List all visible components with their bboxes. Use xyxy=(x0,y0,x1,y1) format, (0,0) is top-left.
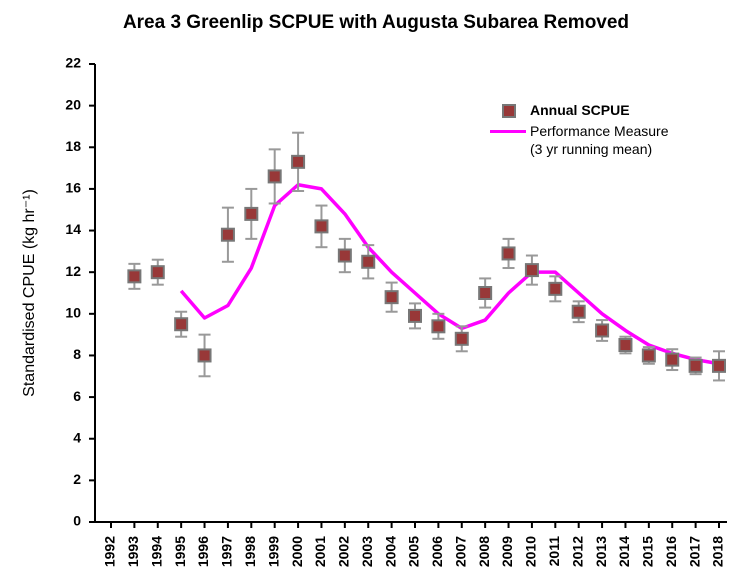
marker xyxy=(174,317,189,332)
marker xyxy=(197,348,212,363)
y-tick-label: 14 xyxy=(65,221,81,237)
x-tick-label: 2013 xyxy=(593,536,609,567)
marker xyxy=(127,269,142,284)
marker xyxy=(267,169,282,184)
marker xyxy=(641,348,656,363)
marker xyxy=(548,281,563,296)
x-tick-label: 2000 xyxy=(289,536,305,567)
x-tick-label: 2017 xyxy=(686,536,702,567)
marker xyxy=(571,304,586,319)
x-tick-label: 2010 xyxy=(523,536,539,567)
y-tick-label: 10 xyxy=(65,305,81,321)
marker xyxy=(384,290,399,305)
x-tick-label: 1998 xyxy=(242,536,258,567)
x-tick-label: 1996 xyxy=(195,536,211,567)
x-tick-label: 2007 xyxy=(452,536,468,567)
x-tick-label: 2011 xyxy=(546,536,562,567)
marker xyxy=(314,219,329,234)
marker xyxy=(712,358,726,373)
marker xyxy=(431,319,446,334)
marker xyxy=(220,227,235,242)
legend-label: Performance Measure (3 yr running mean) xyxy=(530,123,669,157)
legend-line xyxy=(490,130,526,133)
x-tick-label: 1995 xyxy=(172,536,188,567)
x-tick-label: 2012 xyxy=(569,536,585,567)
marker xyxy=(337,248,352,263)
x-tick-label: 1994 xyxy=(148,536,164,567)
marker xyxy=(361,254,376,269)
marker xyxy=(501,246,516,261)
y-tick-label: 20 xyxy=(65,96,81,112)
x-tick-label: 1993 xyxy=(125,536,141,567)
marker xyxy=(688,358,703,373)
marker xyxy=(618,338,633,353)
marker xyxy=(244,206,259,221)
y-tick-label: 22 xyxy=(65,55,81,71)
x-tick-label: 2002 xyxy=(336,536,352,567)
y-tick-label: 4 xyxy=(73,429,81,445)
x-tick-label: 1997 xyxy=(219,536,235,567)
x-tick-label: 2015 xyxy=(640,536,656,567)
marker xyxy=(408,308,422,323)
y-tick-label: 18 xyxy=(65,138,81,154)
legend-item: Performance Measure (3 yr running mean) xyxy=(488,122,669,158)
y-tick-label: 8 xyxy=(73,346,81,362)
pm-line xyxy=(179,182,720,366)
y-axis-label: Standardised CPUE (kg hr⁻¹) xyxy=(21,189,38,397)
y-tick-label: 16 xyxy=(65,180,81,196)
marker xyxy=(665,352,680,367)
x-tick-label: 2018 xyxy=(710,536,726,567)
x-tick-label: 2001 xyxy=(312,536,328,567)
marker xyxy=(478,286,493,300)
marker xyxy=(524,263,539,278)
x-tick-label: 2006 xyxy=(429,536,445,567)
y-tick-label: 6 xyxy=(73,388,81,404)
y-tick-label: 0 xyxy=(73,513,81,529)
marker xyxy=(150,265,165,280)
x-tick-label: 2009 xyxy=(499,536,515,567)
marker xyxy=(595,323,610,338)
marker xyxy=(454,331,469,346)
chart-title: Area 3 Greenlip SCPUE with Augusta Subar… xyxy=(123,12,629,33)
legend: Annual SCPUE Performance Measure (3 yr r… xyxy=(488,101,669,158)
x-tick-label: 1992 xyxy=(102,536,118,567)
x-tick-label: 1999 xyxy=(265,536,281,567)
x-tick-label: 2008 xyxy=(476,536,492,567)
x-tick-label: 2004 xyxy=(382,536,398,567)
legend-item: Annual SCPUE xyxy=(488,101,669,119)
y-tick-label: 2 xyxy=(73,471,81,487)
y-tick-label: 12 xyxy=(65,263,81,279)
x-tick-label: 2005 xyxy=(406,536,422,567)
legend-label: Annual SCPUE xyxy=(530,102,630,118)
x-tick-label: 2014 xyxy=(616,536,632,567)
x-tick-label: 2016 xyxy=(663,536,679,567)
x-tick-label: 2003 xyxy=(359,536,375,567)
legend-marker xyxy=(502,104,516,118)
marker xyxy=(291,154,306,169)
